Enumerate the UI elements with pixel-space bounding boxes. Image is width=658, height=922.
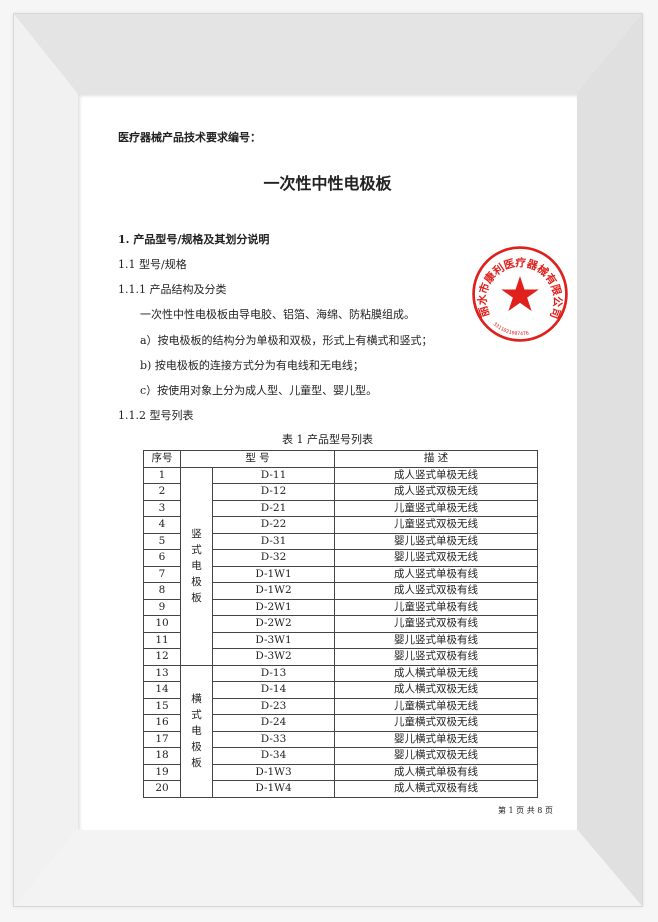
group-cell: 竖式电极板 — [180, 466, 213, 666]
subsection-heading: 1.1.1 产品结构及分类 — [118, 283, 227, 296]
group-label: 横式电极板 — [191, 693, 202, 769]
cell-index: 10 — [143, 615, 181, 633]
cell-description: 儿童横式单极无线 — [334, 697, 538, 715]
group-cell: 横式电极板 — [180, 664, 213, 798]
document-page: 医疗器械产品技术要求编号： 一次性中性电极板 1. 产品型号/规格及其划分说明 … — [78, 94, 577, 830]
cell-model: D-13 — [212, 664, 335, 682]
cell-description: 儿童竖式单极有线 — [334, 598, 538, 616]
table-row: 19 D-1W3 成人横式单极有线 — [143, 763, 538, 781]
cell-description: 儿童竖式双极有线 — [334, 615, 538, 633]
group-label: 竖式电极板 — [191, 528, 202, 604]
table-row: 6 D-32 婴儿竖式双极无线 — [143, 549, 538, 567]
table-row: 20 D-1W4 成人横式双极有线 — [143, 780, 538, 798]
cell-model: D-32 — [212, 549, 335, 567]
cell-index: 19 — [143, 763, 181, 781]
table-row: 1 竖式电极板 D-11 成人竖式单极无线 — [143, 466, 538, 666]
cell-index: 9 — [143, 598, 181, 616]
table-row: 16 D-24 儿童横式双极无线 — [143, 714, 538, 732]
cell-description: 婴儿竖式单极有线 — [334, 631, 538, 649]
picture-frame — [14, 14, 642, 906]
cell-description: 成人横式单极有线 — [334, 763, 538, 781]
list-item: b) 按电极板的连接方式分为有电线和无电线； — [140, 359, 364, 372]
cell-index: 1 — [143, 466, 181, 484]
cell-index: 16 — [143, 714, 181, 732]
cell-model: D-22 — [212, 516, 335, 534]
cell-index: 3 — [143, 499, 181, 517]
cell-model: D-2W1 — [212, 598, 335, 616]
cell-description: 成人横式双极无线 — [334, 681, 538, 699]
cell-index: 2 — [143, 483, 181, 501]
cell-index: 15 — [143, 697, 181, 715]
cell-index: 6 — [143, 549, 181, 567]
cell-model: D-11 — [212, 466, 335, 484]
cell-description: 成人竖式双极有线 — [334, 582, 538, 600]
cell-model: D-21 — [212, 499, 335, 517]
table-row: 13 横式电极板 D-13 成人横式单极无线 — [143, 664, 538, 798]
section-heading: 1. 产品型号/规格及其划分说明 — [118, 233, 270, 246]
table-row: 5 D-31 婴儿竖式单极无线 — [143, 532, 538, 550]
cell-model: D-3W2 — [212, 648, 335, 666]
cell-model: D-33 — [212, 730, 335, 748]
cell-model: D-2W2 — [212, 615, 335, 633]
cell-model: D-31 — [212, 532, 335, 550]
table-row: 4 D-22 儿童竖式双极无线 — [143, 516, 538, 534]
table-row: 15 D-23 儿童横式单极无线 — [143, 697, 538, 715]
cell-description: 儿童横式双极无线 — [334, 714, 538, 732]
model-table: 序号 型 号 描 述 1 竖式电极板 D-11 成人竖式单极无线 2 D-12 成人竖式双极… — [143, 450, 538, 798]
cell-index: 4 — [143, 516, 181, 534]
cell-index: 12 — [143, 648, 181, 666]
subsection-heading: 1.1.2 型号列表 — [118, 409, 194, 422]
cell-model: D-3W1 — [212, 631, 335, 649]
table-row: 8 D-1W2 成人竖式双极有线 — [143, 582, 538, 600]
table-header-row: 序号 型 号 描 述 — [143, 450, 538, 468]
doc-number-label: 医疗器械产品技术要求编号： — [118, 131, 261, 144]
header-cell: 序号 — [143, 450, 181, 468]
cell-description: 成人横式双极有线 — [334, 780, 538, 798]
cell-model: D-1W1 — [212, 565, 335, 583]
cell-description: 婴儿竖式单极无线 — [334, 532, 538, 550]
cell-description: 儿童竖式双极无线 — [334, 516, 538, 534]
cell-description: 成人横式单极无线 — [334, 664, 538, 682]
cell-index: 5 — [143, 532, 181, 550]
cell-model: D-1W3 — [212, 763, 335, 781]
table-row: 2 D-12 成人竖式双极无线 — [143, 483, 538, 501]
cell-index: 20 — [143, 780, 181, 798]
cell-description: 成人竖式单极有线 — [334, 565, 538, 583]
cell-model: D-1W2 — [212, 582, 335, 600]
page-footer: 第 1 页 共 8 页 — [498, 806, 553, 815]
cell-index: 11 — [143, 631, 181, 649]
star-icon — [501, 276, 539, 311]
cell-description: 婴儿竖式双极有线 — [334, 648, 538, 666]
body-text: 一次性中性电极板由导电胶、铝箔、海绵、防粘膜组成。 — [140, 308, 415, 321]
header-cell: 描 述 — [334, 450, 538, 468]
list-item: c）按使用对象上分为成人型、儿童型、婴儿型。 — [140, 384, 378, 397]
cell-description: 婴儿横式单极无线 — [334, 730, 538, 748]
cell-model: D-1W4 — [212, 780, 335, 798]
table-row: 17 D-33 婴儿横式单极无线 — [143, 730, 538, 748]
header-cell: 型 号 — [180, 450, 335, 468]
cell-description: 婴儿横式双极无线 — [334, 747, 538, 765]
cell-description: 婴儿竖式双极无线 — [334, 549, 538, 567]
doc-title: 一次性中性电极板 — [263, 174, 392, 193]
table-caption: 表 1 产品型号列表 — [282, 433, 373, 446]
cell-model: D-34 — [212, 747, 335, 765]
cell-index: 8 — [143, 582, 181, 600]
cell-model: D-14 — [212, 681, 335, 699]
cell-index: 13 — [143, 664, 181, 682]
table-row: 11 D-3W1 婴儿竖式单极有线 — [143, 631, 538, 649]
cell-index: 17 — [143, 730, 181, 748]
cell-model: D-12 — [212, 483, 335, 501]
cell-description: 成人竖式单极无线 — [334, 466, 538, 484]
company-seal: 丽水市康利医疗器械有限公司 3311021007476 — [472, 246, 568, 342]
table-row: 14 D-14 成人横式双极无线 — [143, 681, 538, 699]
cell-description: 儿童竖式单极无线 — [334, 499, 538, 517]
cell-model: D-23 — [212, 697, 335, 715]
cell-index: 14 — [143, 681, 181, 699]
cell-index: 18 — [143, 747, 181, 765]
cell-description: 成人竖式双极无线 — [334, 483, 538, 501]
cell-model: D-24 — [212, 714, 335, 732]
subsection-heading: 1.1 型号/规格 — [118, 258, 187, 271]
list-item: a）按电极板的结构分为单极和双极，形式上有横式和竖式； — [140, 334, 433, 347]
cell-index: 7 — [143, 565, 181, 583]
